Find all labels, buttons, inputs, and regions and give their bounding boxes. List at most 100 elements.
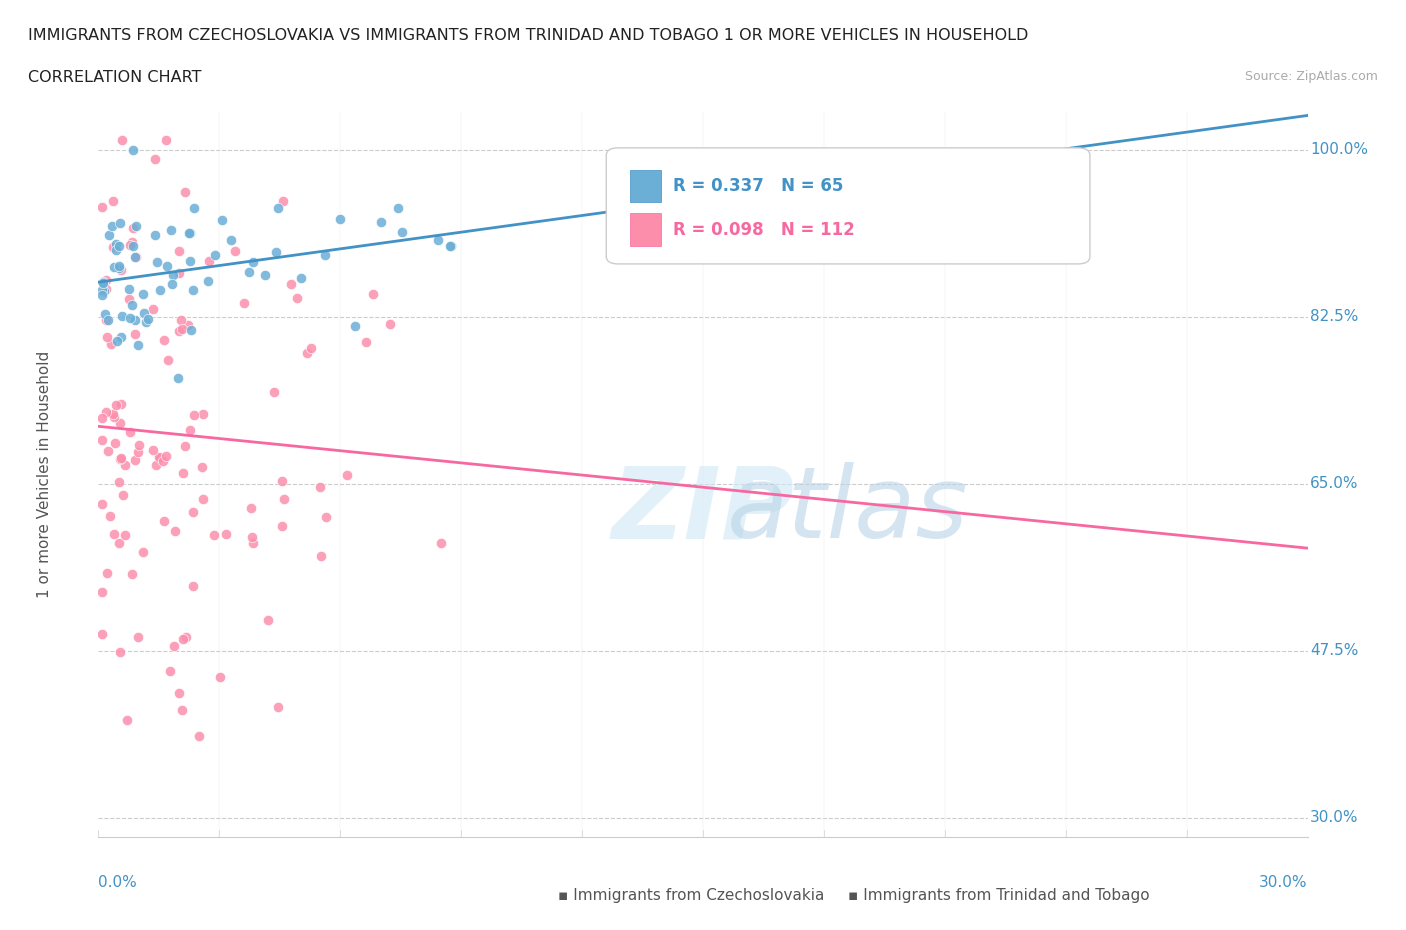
Point (111, 133, 134, 148)
Point (159, 663, 181, 678)
Point (148, 450, 170, 465)
Point (314, 248, 336, 263)
Point (370, 215, 392, 230)
Point (267, 699, 290, 714)
Point (114, 527, 136, 542)
Text: ▪ Immigrants from Trinidad and Tobago: ▪ Immigrants from Trinidad and Tobago (848, 888, 1150, 903)
Point (104, 435, 127, 450)
Text: 65.0%: 65.0% (1310, 476, 1358, 491)
Point (156, 259, 179, 273)
Point (98, 509, 121, 524)
Point (156, 352, 179, 367)
Point (127, 338, 149, 352)
Point (162, 276, 184, 291)
Point (391, 224, 413, 239)
Point (108, 259, 131, 273)
Point (219, 232, 242, 247)
Point (146, 254, 169, 269)
Text: CORRELATION CHART: CORRELATION CHART (28, 70, 201, 85)
Point (110, 644, 132, 659)
Point (167, 686, 190, 701)
Point (91, 497, 114, 512)
Point (361, 286, 384, 301)
Point (285, 290, 308, 305)
Point (177, 317, 200, 332)
Point (132, 545, 155, 560)
Text: 47.5%: 47.5% (1310, 644, 1358, 658)
Point (242, 536, 264, 551)
Point (191, 491, 214, 506)
Point (97, 444, 120, 458)
Point (110, 452, 132, 467)
Point (96, 565, 118, 580)
Point (187, 728, 209, 743)
Point (238, 265, 260, 280)
Point (91, 200, 114, 215)
Point (91, 584, 114, 599)
Point (91, 274, 114, 289)
Point (96, 405, 118, 419)
Point (197, 274, 219, 289)
Point (193, 406, 215, 421)
Point (167, 371, 190, 386)
Point (299, 340, 322, 355)
Point (439, 238, 461, 253)
Point (127, 445, 149, 459)
Point (121, 298, 143, 312)
Text: ▪ Immigrants from Czechoslovakia: ▪ Immigrants from Czechoslovakia (558, 888, 824, 903)
Point (209, 670, 232, 684)
Point (309, 480, 332, 495)
Point (111, 309, 134, 324)
Point (127, 630, 149, 644)
Point (174, 184, 197, 199)
Point (173, 631, 195, 646)
Point (290, 271, 312, 286)
Point (202, 527, 225, 542)
Point (152, 333, 174, 348)
Point (142, 443, 165, 458)
Point (170, 313, 193, 328)
Point (91, 283, 114, 298)
Point (100, 337, 122, 352)
Point (179, 422, 201, 437)
Point (97, 312, 120, 327)
Point (101, 406, 124, 421)
Point (264, 245, 287, 259)
Point (108, 474, 131, 489)
Point (110, 262, 132, 277)
Point (121, 234, 143, 249)
Point (115, 712, 138, 727)
FancyBboxPatch shape (606, 148, 1090, 264)
Point (145, 228, 167, 243)
Point (128, 438, 150, 453)
Point (134, 306, 156, 321)
Point (110, 216, 132, 231)
Point (309, 549, 332, 564)
Point (120, 311, 142, 325)
Point (91, 433, 114, 448)
Point (183, 201, 205, 216)
Point (112, 487, 135, 502)
FancyBboxPatch shape (630, 213, 661, 246)
Point (155, 133, 177, 148)
Point (172, 466, 194, 481)
Point (125, 219, 148, 233)
Point (91, 411, 114, 426)
Point (145, 458, 167, 473)
Text: IMMIGRANTS FROM CZECHOSLOVAKIA VS IMMIGRANTS FROM TRINIDAD AND TOBAGO 1 OR MORE : IMMIGRANTS FROM CZECHOSLOVAKIA VS IMMIGR… (28, 28, 1029, 43)
Point (169, 244, 191, 259)
Point (177, 225, 200, 240)
Point (122, 220, 145, 235)
Point (103, 259, 125, 274)
Point (181, 504, 204, 519)
Point (110, 416, 132, 431)
Point (242, 255, 264, 270)
Point (267, 201, 290, 216)
Text: 0.0%: 0.0% (98, 875, 138, 890)
Point (181, 283, 204, 298)
Point (94, 307, 117, 322)
Point (105, 333, 128, 348)
Point (162, 268, 184, 283)
Point (91, 276, 114, 291)
Point (427, 232, 450, 247)
